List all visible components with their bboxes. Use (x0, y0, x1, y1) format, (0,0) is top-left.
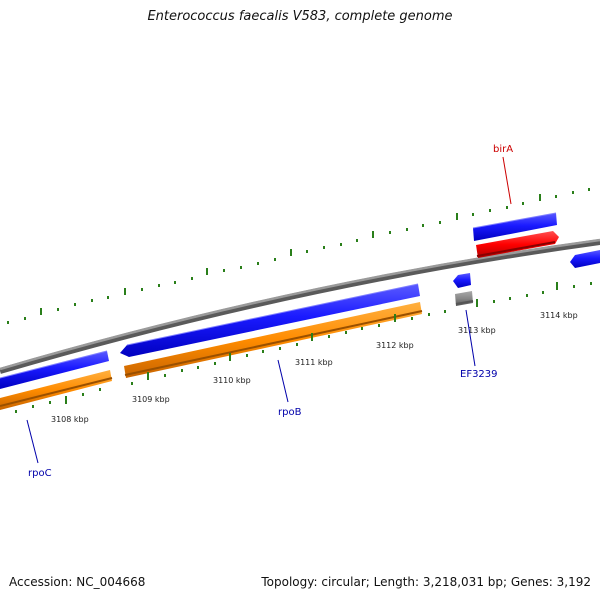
tick-labels: 3108 kbp 3109 kbp 3110 kbp 3111 kbp 3112… (51, 311, 578, 424)
inner-tick-ring (15, 282, 592, 413)
tick-label-3108: 3108 kbp (51, 415, 89, 424)
EF3239-forward-feature[interactable] (453, 273, 471, 288)
tick-label-3113: 3113 kbp (458, 326, 496, 335)
rpoB-forward-feature[interactable] (120, 283, 420, 357)
tick-label-3114: 3114 kbp (540, 311, 578, 320)
EF3239-leader (465, 309, 476, 367)
backbone (0, 238, 600, 374)
rpoB-leader (277, 359, 289, 403)
tick-label-3109: 3109 kbp (132, 395, 170, 404)
tick-label-3111: 3111 kbp (295, 358, 333, 367)
rpoC-forward-feature[interactable] (0, 350, 109, 389)
reverse-strand-track (0, 231, 559, 410)
forward-strand-track (0, 212, 600, 389)
birA-reverse-feature[interactable] (476, 231, 559, 258)
gene-label-birA[interactable]: birA (493, 144, 513, 155)
map-title: Enterococcus faecalis V583, complete gen… (147, 9, 453, 24)
tick-label-3112: 3112 kbp (376, 341, 414, 350)
rpoC-leader (26, 419, 39, 464)
birA-leader (502, 156, 512, 205)
gene-labels: rpoC rpoB EF3239 birA (28, 144, 513, 479)
tick-label-3110: 3110 kbp (213, 376, 251, 385)
EF3239-rna-feature[interactable] (455, 291, 474, 306)
rpoB-reverse-feature[interactable] (124, 302, 423, 378)
gene-label-EF3239[interactable]: EF3239 (460, 369, 498, 380)
gene-label-rpoB[interactable]: rpoB (278, 407, 302, 418)
topology-text: Topology: circular; Length: 3,218,031 bp… (261, 575, 591, 589)
outer-tick-ring (7, 188, 590, 324)
right-edge-forward-feature[interactable] (570, 250, 600, 268)
accession-text: Accession: NC_004668 (9, 575, 146, 589)
rpoC-reverse-feature[interactable] (0, 370, 113, 410)
label-leaders (26, 156, 512, 464)
gene-label-rpoC[interactable]: rpoC (28, 468, 52, 479)
birA-forward-feature[interactable] (472, 212, 557, 241)
